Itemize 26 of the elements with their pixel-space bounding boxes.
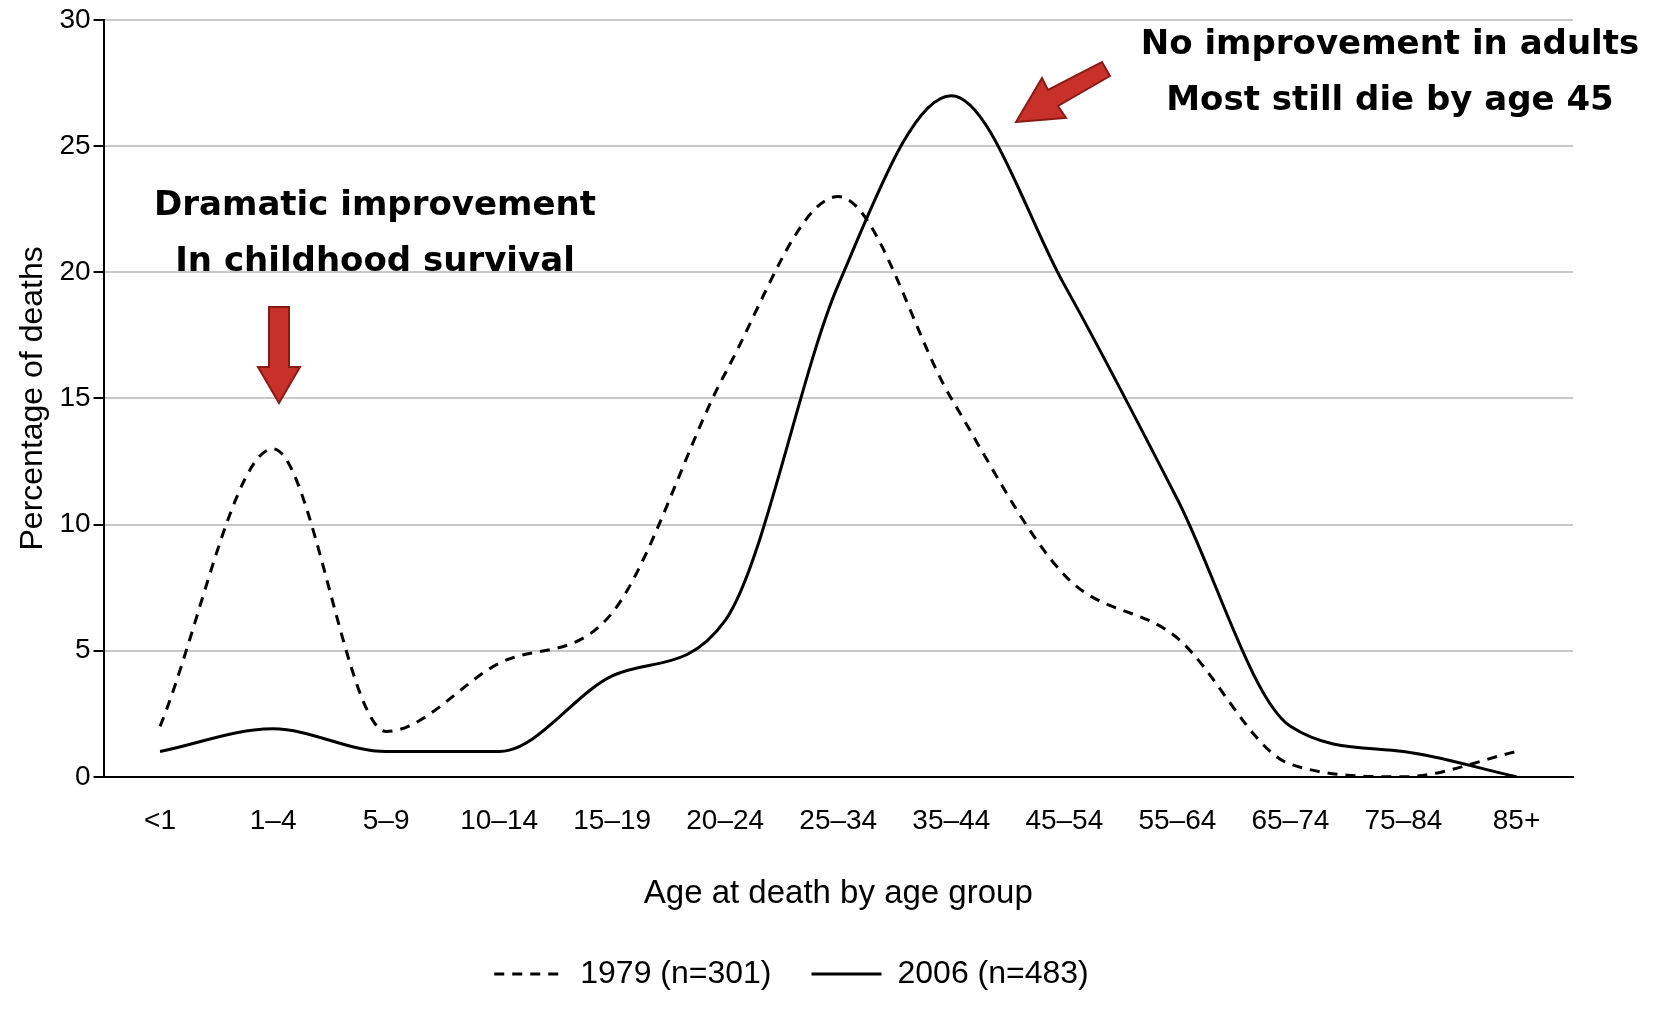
x-tick-label: 85+ bbox=[1492, 804, 1541, 836]
y-tick-label: 25 bbox=[59, 128, 91, 160]
x-tick-label: 25–34 bbox=[799, 804, 878, 836]
annotation: No improvement in adults Most still die by age 45 bbox=[1139, 21, 1641, 120]
y-tick-label: 5 bbox=[74, 633, 91, 665]
legend-label: 2006 (n=483) bbox=[897, 953, 1089, 990]
x-tick-label: 1–4 bbox=[249, 804, 297, 836]
x-axis-title: Age at death by age group bbox=[643, 873, 1033, 911]
x-tick-label: <1 bbox=[144, 804, 177, 836]
x-tick-label: 45–54 bbox=[1025, 804, 1104, 836]
x-tick-label: 35–44 bbox=[912, 804, 991, 836]
x-tick-label: 15–19 bbox=[573, 804, 652, 836]
y-tick-label: 0 bbox=[74, 759, 91, 791]
x-tick-label: 10–14 bbox=[460, 804, 539, 836]
x-tick-label: 5–9 bbox=[362, 804, 410, 836]
x-tick-label: 75–84 bbox=[1364, 804, 1443, 836]
x-tick-label: 65–74 bbox=[1251, 804, 1330, 836]
y-tick-label: 30 bbox=[59, 2, 91, 34]
x-tick-label: 20–24 bbox=[686, 804, 765, 836]
legend-label: 1979 (n=301) bbox=[580, 953, 772, 990]
y-tick-label: 15 bbox=[59, 381, 91, 413]
y-tick-label: 20 bbox=[59, 254, 91, 286]
annotation: Dramatic improvement In childhood survival bbox=[153, 182, 597, 281]
x-tick-label: 55–64 bbox=[1138, 804, 1217, 836]
y-tick-label: 10 bbox=[59, 507, 91, 539]
y-axis-title: Percentage of deaths bbox=[13, 246, 50, 551]
